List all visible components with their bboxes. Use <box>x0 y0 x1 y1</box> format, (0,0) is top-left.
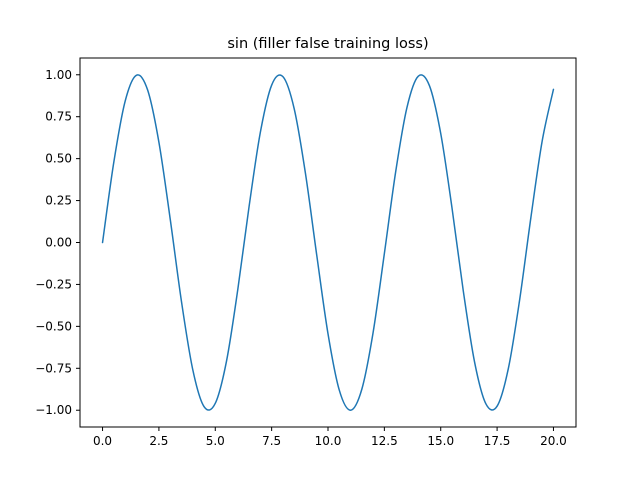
y-tick-label: 0.25 <box>45 194 72 208</box>
x-tick-label: 17.5 <box>484 434 511 448</box>
series-line <box>101 74 555 411</box>
y-axis: −1.00 −0.75 −0.50 −0.25 0.00 0.25 0.50 0.75 1.00 <box>35 68 80 417</box>
x-axis: 0.0 2.5 5.0 7.5 10.0 12.5 15.0 17.5 20.0 <box>93 427 567 448</box>
y-tick-label: −0.75 <box>35 361 72 375</box>
y-tick-label: −0.25 <box>35 277 72 291</box>
y-tick-label: −0.50 <box>35 319 72 333</box>
x-tick-label: 20.0 <box>540 434 567 448</box>
x-tick-label: 5.0 <box>206 434 225 448</box>
y-tick-label: −1.00 <box>35 403 72 417</box>
x-tick-label: 12.5 <box>371 434 398 448</box>
y-tick-label: 0.75 <box>45 110 72 124</box>
chart-title: sin (filler false training loss) <box>227 36 428 52</box>
y-tick-label: 0.50 <box>45 152 72 166</box>
x-tick-label: 7.5 <box>262 434 281 448</box>
x-tick-label: 10.0 <box>315 434 342 448</box>
x-tick-label: 0.0 <box>93 434 112 448</box>
x-tick-label: 2.5 <box>149 434 168 448</box>
y-tick-label: 1.00 <box>45 68 72 82</box>
plot-marks <box>101 74 555 411</box>
y-tick-label: 0.00 <box>45 236 72 250</box>
x-tick-label: 15.0 <box>427 434 454 448</box>
